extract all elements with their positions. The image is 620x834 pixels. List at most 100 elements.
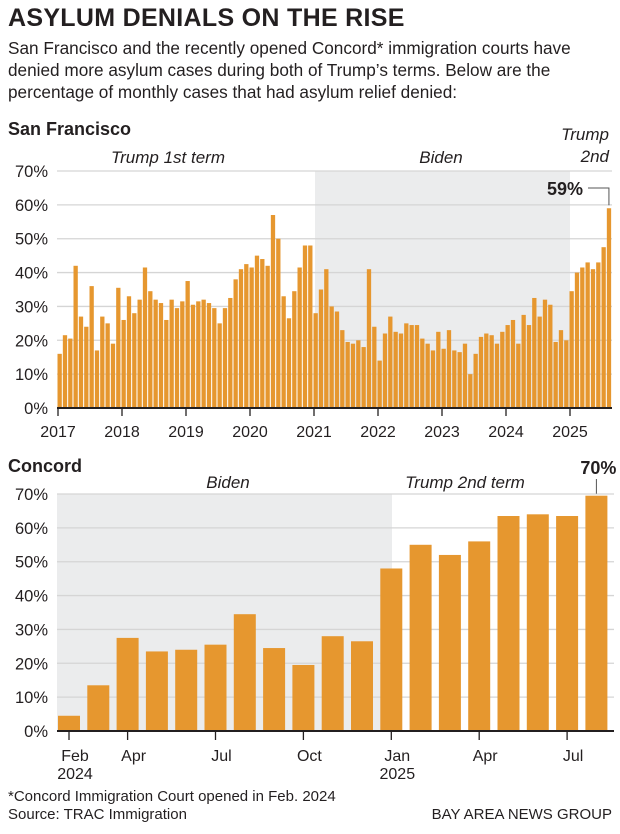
sf-x-tick-label: 2018 xyxy=(104,424,140,441)
concord-bar xyxy=(87,685,110,731)
concord-heading: Concord xyxy=(8,456,82,476)
chart-title: ASYLUM DENIALS ON THE RISE xyxy=(8,4,405,32)
concord-x-tick-label: Oct xyxy=(297,748,322,765)
sf-bar xyxy=(398,333,404,408)
sf-bar xyxy=(185,281,190,408)
footnote: *Concord Immigration Court opened in Feb… xyxy=(8,788,336,805)
sf-bar xyxy=(580,267,585,408)
sf-bar xyxy=(500,331,505,408)
sf-bar xyxy=(388,316,393,408)
concord-bar xyxy=(263,648,286,731)
sf-bar xyxy=(190,304,196,408)
sf-bar xyxy=(425,343,430,408)
sf-bar xyxy=(201,299,206,408)
sf-bar xyxy=(446,330,452,408)
concord-bar xyxy=(380,568,403,731)
sf-bar xyxy=(457,352,462,408)
sf-bar xyxy=(558,330,564,408)
sf-bar xyxy=(542,299,548,408)
sf-period-label: 2nd xyxy=(580,147,610,166)
concord-x-tick-label: Jul xyxy=(563,748,583,765)
sf-bar xyxy=(404,323,409,408)
sf-bar xyxy=(121,319,126,408)
concord-bar xyxy=(409,544,432,731)
sf-bar xyxy=(553,341,558,408)
concord-bar xyxy=(204,644,227,731)
sf-bar xyxy=(308,245,313,408)
sf-bar xyxy=(297,267,302,408)
sf-bar xyxy=(78,316,84,408)
sf-heading: San Francisco xyxy=(8,119,132,139)
concord-y-tick-label: 50% xyxy=(15,554,48,572)
sf-bar xyxy=(217,323,222,408)
sf-bar xyxy=(489,335,494,408)
sf-y-tick-label: 60% xyxy=(15,197,48,215)
concord-bar xyxy=(526,514,549,731)
sf-period-label: Trump 1st term xyxy=(111,148,225,167)
sf-period-label: Trump xyxy=(561,125,609,144)
sf-x-tick-label: 2017 xyxy=(40,424,76,441)
sf-bar xyxy=(324,269,329,408)
sf-bar xyxy=(361,347,366,408)
sf-bar xyxy=(196,301,201,408)
sf-bar xyxy=(254,255,260,408)
sf-bar xyxy=(89,286,94,408)
concord-bar xyxy=(497,516,520,731)
sf-bar xyxy=(94,350,100,408)
sf-bar xyxy=(174,308,180,408)
concord-bar xyxy=(58,715,80,731)
sf-bar xyxy=(585,262,590,408)
chart-subtitle: San Francisco and the recently opened Co… xyxy=(8,38,571,102)
sf-bar xyxy=(281,296,286,408)
sf-x-tick-label: 2024 xyxy=(488,424,524,441)
concord-bar xyxy=(175,649,198,731)
sf-x-tick-label: 2020 xyxy=(232,424,268,441)
sf-y-tick-label: 0% xyxy=(24,400,48,418)
sf-bar xyxy=(329,306,334,408)
sf-bar xyxy=(164,319,169,408)
sf-annotation-label: 59% xyxy=(547,179,583,199)
concord-bar xyxy=(585,495,608,731)
sf-bar xyxy=(340,330,345,408)
sf-bar xyxy=(238,269,244,408)
sf-bar xyxy=(382,333,388,408)
sf-bar xyxy=(142,267,148,408)
concord-bar xyxy=(292,664,315,731)
sf-bar xyxy=(180,301,185,408)
sf-bar xyxy=(222,308,228,408)
sf-bar xyxy=(478,336,484,408)
concord-y-tick-label: 0% xyxy=(24,723,48,741)
sf-bar xyxy=(57,353,62,408)
sf-bar xyxy=(318,289,324,408)
sf-bar xyxy=(606,208,612,408)
sf-bar xyxy=(345,341,350,408)
sf-bar xyxy=(521,314,526,408)
concord-x-tick-label: Apr xyxy=(121,748,147,765)
concord-y-tick-label: 40% xyxy=(15,588,48,606)
sf-bar xyxy=(393,331,398,408)
sf-annotation-leader xyxy=(588,187,610,206)
concord-bar xyxy=(438,554,461,731)
sf-bar xyxy=(441,348,446,408)
concord-bar xyxy=(321,636,344,731)
credit: BAY AREA NEWS GROUP xyxy=(431,806,612,823)
sf-bar xyxy=(270,215,276,408)
sf-x-tick-label: 2019 xyxy=(168,424,204,441)
concord-bar xyxy=(351,641,373,731)
concord-y-tick-label: 30% xyxy=(15,621,48,639)
sf-bar xyxy=(569,291,574,408)
concord-x-tick-label: Apr xyxy=(473,748,499,765)
sf-bar xyxy=(468,374,473,408)
sf-bar xyxy=(484,333,489,408)
sf-bar xyxy=(62,335,68,408)
sf-bar xyxy=(494,343,500,408)
concord-bar xyxy=(233,614,256,731)
concord-x-tick-label: Feb xyxy=(61,748,89,765)
sf-y-tick-label: 70% xyxy=(15,163,48,181)
sf-bar xyxy=(350,343,356,408)
sf-bar xyxy=(548,304,553,408)
sf-bar xyxy=(564,340,569,408)
sf-y-tick-label: 30% xyxy=(15,298,48,316)
concord-x-tick-year: 2025 xyxy=(380,766,416,783)
